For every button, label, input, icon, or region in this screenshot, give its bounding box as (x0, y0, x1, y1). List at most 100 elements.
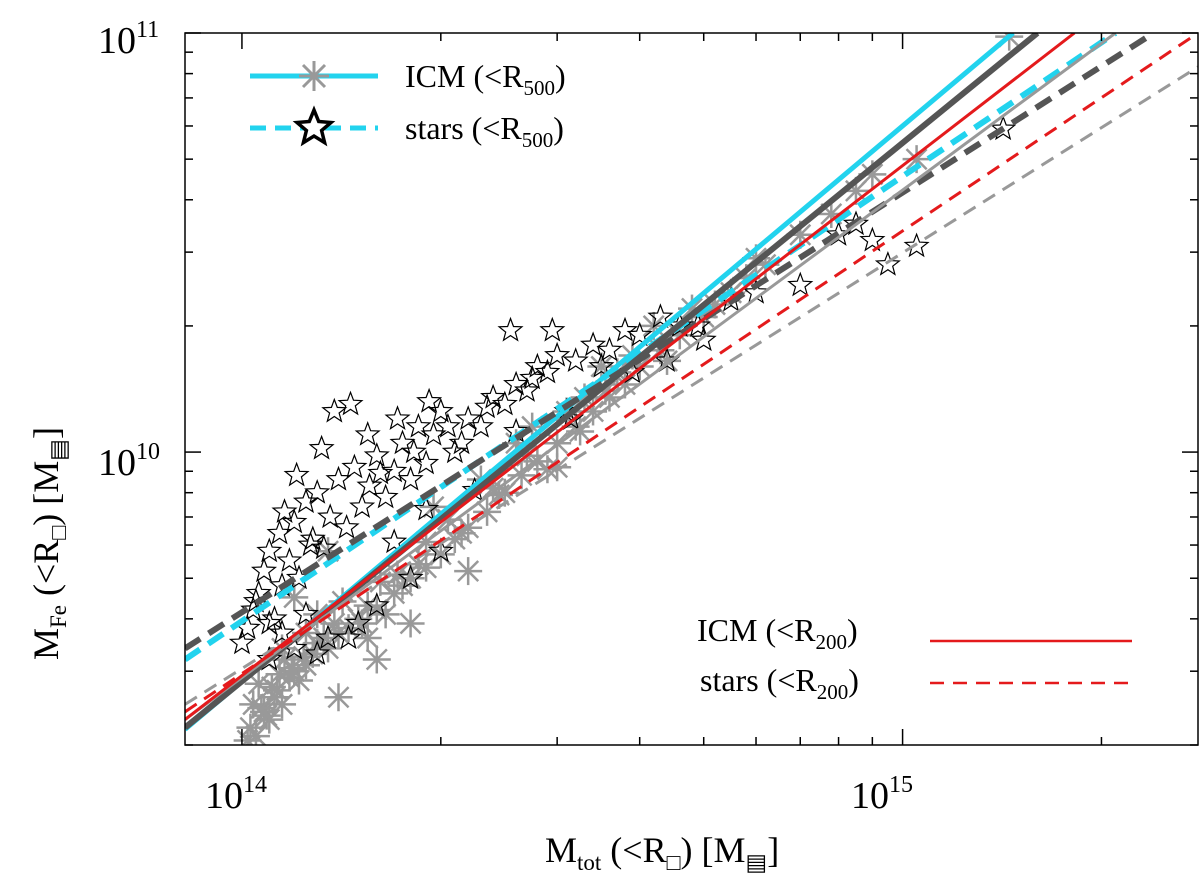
stars-r500-point (647, 303, 674, 329)
plot-frame (184, 32, 1199, 746)
icm-r500-point-stroke (323, 612, 346, 635)
fit-lines (185, 33, 1198, 732)
stars-r500-point (990, 115, 1017, 141)
icm-r500-point-stroke (905, 148, 928, 171)
stars-r500-point (349, 493, 376, 518)
stars-r500-point (842, 210, 870, 236)
icm-r500-point (543, 453, 572, 482)
stars-r500-point (363, 442, 390, 467)
icm-r500-point (371, 600, 400, 629)
icm-r500-point-stroke (356, 627, 379, 649)
stars-r500-point (250, 557, 278, 583)
icm-r500-point (388, 571, 417, 600)
legend-stars500-label: stars (<R500) (405, 110, 564, 152)
stars-r500-point (579, 331, 607, 357)
stars-r500-point (281, 508, 308, 534)
icm-r500-point-stroke (681, 297, 703, 320)
stars-r500-point (341, 453, 368, 479)
x-tick-label-1e14: 1014 (205, 772, 267, 817)
stars-r500-point (497, 316, 524, 342)
icm-r500-point-stroke (247, 672, 270, 695)
icm-r500-point-stroke (399, 612, 422, 635)
stars-r500-point (304, 640, 331, 665)
icm-r500-point-stroke (582, 400, 605, 423)
stars-r500-point (448, 429, 475, 455)
x-axis-title: Mtot (<R□) [M▤] (545, 830, 779, 875)
stars-r500-point (397, 564, 424, 590)
icm-r500-point-stroke (422, 495, 445, 518)
stars-r500-point (416, 387, 443, 413)
stars-r500-point (491, 390, 518, 416)
stars-r500-point (859, 226, 886, 252)
icm-r500-point-stroke (317, 637, 340, 660)
axis-ticks (185, 32, 1198, 746)
stars-r500-point (333, 513, 360, 539)
icm-r500-point-stroke (820, 202, 843, 225)
stars-r500-point (372, 483, 399, 509)
stars-r500-point (297, 531, 324, 557)
icm-r500-point (252, 701, 281, 730)
stars-r500-point (596, 336, 623, 362)
stars-r500-point (562, 347, 589, 372)
icm-r500-point (284, 666, 313, 695)
stars-r500-point (480, 383, 507, 409)
stars-r500-point (335, 624, 362, 650)
stars-r500-point (325, 465, 352, 491)
stars-r500-point (874, 250, 901, 276)
stars-r500-point (397, 465, 424, 491)
stars-r500-point (337, 390, 364, 416)
icm-r500-point (507, 461, 536, 490)
icm-r500-point-stroke (546, 456, 569, 479)
icm-r500-point-stroke (327, 686, 350, 709)
stars-r500-point (519, 364, 546, 390)
stars-r500-point (539, 316, 566, 342)
stars-r500-point (611, 316, 639, 342)
stars-r500-point (228, 629, 256, 655)
icm-r500-point-stroke (250, 697, 273, 720)
stars-r500-point (384, 405, 411, 430)
stars-r500-point (308, 434, 335, 460)
legend-icm500-asterisk-marker (299, 61, 329, 91)
stars-r500-point (367, 459, 394, 485)
stars-r500-point (261, 605, 288, 631)
stars-r500-point (268, 619, 296, 645)
stars-r500-point (271, 498, 298, 523)
stars-r500-point (503, 370, 530, 396)
stars-r500-point (434, 412, 461, 438)
icm-r500-point-stroke (754, 253, 777, 276)
legend-stars500-star-marker (292, 105, 336, 147)
stars-r500-point (310, 534, 337, 560)
stars-r500-point (345, 609, 372, 635)
stars-r500-point (363, 592, 390, 617)
stars-r500-point (903, 232, 930, 258)
icm-r500-point (362, 645, 391, 674)
stars-r500-point (256, 609, 283, 635)
fit-line (185, 33, 1156, 651)
legend-stars200-label: stars (<R200) (700, 662, 859, 704)
x-tick-label-1e15: 1015 (851, 772, 913, 817)
stars-r500-point (317, 503, 344, 529)
icm-r500-point-stroke (789, 223, 812, 246)
stars-r500-point (381, 457, 408, 483)
stars-r500-point (544, 341, 571, 367)
stars-r500-point (787, 271, 814, 297)
stars-r500-point (513, 377, 540, 402)
icm-r500-point-stroke (510, 464, 533, 487)
stars-r500-point (690, 326, 717, 352)
stars-r500-point (354, 420, 381, 446)
icm-r500-point-stroke (374, 603, 397, 626)
icm-r500-point-stroke (271, 693, 294, 716)
icm-r500-point (247, 694, 276, 723)
stars-r500-point (534, 358, 561, 384)
stars-r500-point (292, 488, 320, 514)
fit-line (185, 33, 1076, 721)
icm-r500-point-stroke (482, 477, 505, 500)
icm-r500-point (396, 609, 425, 638)
icm-r500-point-stroke (239, 716, 262, 739)
stars-r500-point (283, 461, 310, 487)
icm-r500-point-stroke (861, 163, 884, 186)
icm-r500-point-stroke (241, 729, 259, 745)
icm-r500-point-stroke (391, 574, 414, 597)
icm-r500-point (324, 683, 353, 712)
